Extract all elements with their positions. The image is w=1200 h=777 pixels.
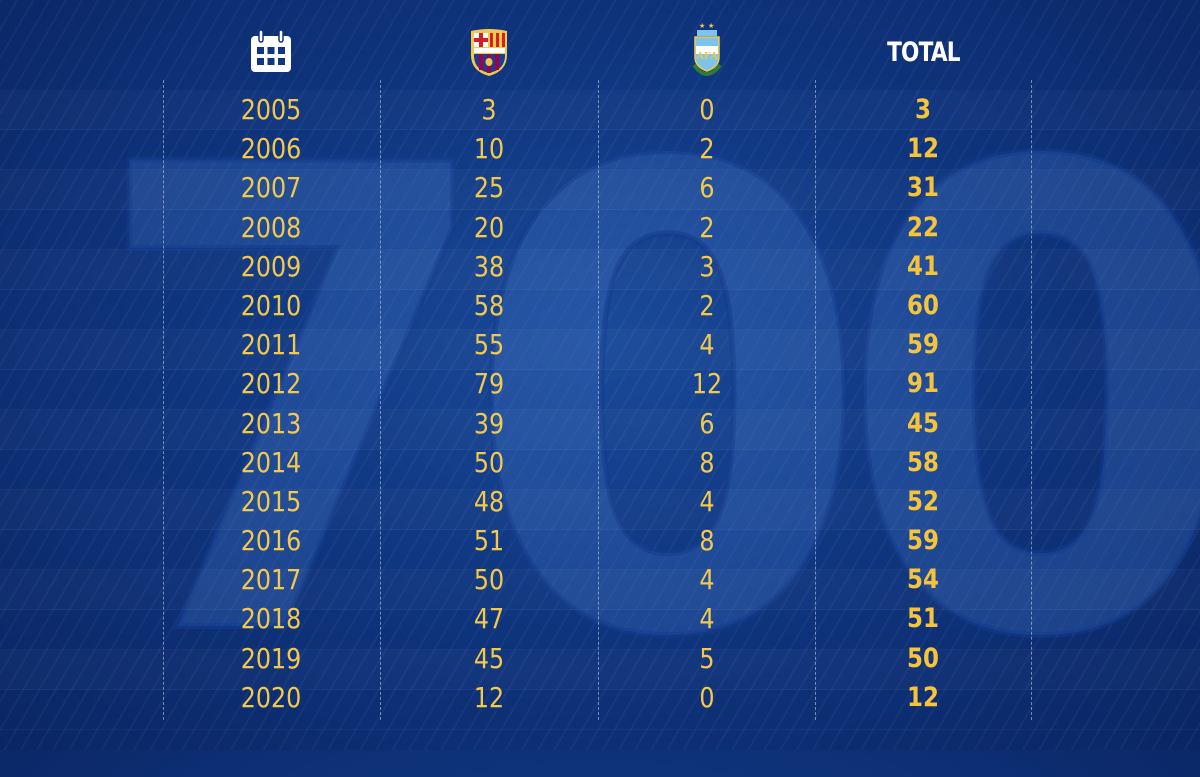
barca-goals-cell: 38 <box>473 249 505 283</box>
table-row: 2017 50 4 54 <box>0 560 1200 599</box>
column-divider <box>1031 80 1032 720</box>
total-goals-cell: 45 <box>907 407 939 439</box>
argentina-goals-cell: 5 <box>699 641 715 675</box>
total-goals-cell: 59 <box>907 329 939 361</box>
total-goals-cell: 31 <box>907 172 939 204</box>
total-goals-cell: 12 <box>907 681 939 713</box>
argentina-goals-cell: 0 <box>699 680 715 714</box>
argentina-goals-cell: 2 <box>699 132 715 166</box>
total-goals-cell: 58 <box>907 446 939 478</box>
barca-goals-cell: 25 <box>473 171 505 205</box>
table-header: ★ ★ AFA TOTAL <box>0 22 1200 82</box>
year-cell: 2011 <box>240 328 302 362</box>
year-cell: 2014 <box>240 445 302 479</box>
year-cell: 2010 <box>240 288 302 322</box>
year-cell: 2012 <box>240 367 302 401</box>
argentina-column-header: ★ ★ AFA <box>657 22 757 82</box>
argentina-goals-cell: 0 <box>699 93 715 126</box>
year-cell: 2015 <box>240 484 302 518</box>
column-divider <box>815 80 816 720</box>
barca-goals-cell: 39 <box>473 406 505 440</box>
table-row: 2016 51 8 59 <box>0 521 1200 560</box>
table-row: 2019 45 5 50 <box>0 639 1200 678</box>
barca-goals-cell: 79 <box>473 367 505 401</box>
year-cell: 2013 <box>240 406 302 440</box>
argentina-goals-cell: 3 <box>699 249 715 283</box>
barca-goals-cell: 10 <box>473 132 505 166</box>
total-goals-cell: 60 <box>907 289 939 321</box>
total-goals-cell: 22 <box>907 211 939 243</box>
table-row: 2015 48 4 52 <box>0 482 1200 521</box>
barca-goals-cell: 55 <box>473 328 505 362</box>
svg-text:★: ★ <box>708 22 714 30</box>
goals-table: 2005 3 0 3 2006 10 2 12 2007 25 6 31 2008 20 2 22 20… <box>0 90 1200 717</box>
argentina-goals-cell: 6 <box>699 406 715 440</box>
argentina-goals-cell: 8 <box>699 445 715 479</box>
year-cell: 2005 <box>240 93 302 126</box>
argentina-afa-crest-icon: ★ ★ AFA <box>692 22 722 76</box>
total-goals-cell: 41 <box>907 250 939 282</box>
total-goals-cell: 12 <box>907 133 939 165</box>
year-cell: 2008 <box>240 210 302 244</box>
barca-goals-cell: 47 <box>473 602 505 636</box>
table-row: 2020 12 0 12 <box>0 678 1200 717</box>
barca-goals-cell: 50 <box>473 445 505 479</box>
argentina-goals-cell: 8 <box>699 524 715 558</box>
year-cell: 2019 <box>240 641 302 675</box>
fc-barcelona-crest-icon <box>471 29 507 76</box>
table-row: 2007 25 6 31 <box>0 168 1200 207</box>
total-column-header: TOTAL <box>873 22 973 82</box>
year-cell: 2016 <box>240 524 302 558</box>
argentina-goals-cell: 6 <box>699 171 715 205</box>
year-cell: 2018 <box>240 602 302 636</box>
barca-goals-cell: 48 <box>473 484 505 518</box>
total-goals-cell: 91 <box>907 368 939 400</box>
column-divider <box>598 80 599 720</box>
year-cell: 2017 <box>240 563 302 597</box>
svg-text:AFA: AFA <box>696 50 718 62</box>
table-row: 2010 58 2 60 <box>0 286 1200 325</box>
table-row: 2005 3 0 3 <box>0 90 1200 129</box>
table-row: 2011 55 4 59 <box>0 325 1200 364</box>
argentina-goals-cell: 2 <box>699 288 715 322</box>
table-row: 2018 47 4 51 <box>0 599 1200 638</box>
total-goals-cell: 3 <box>915 94 931 125</box>
argentina-goals-cell: 2 <box>699 210 715 244</box>
calendar-icon <box>251 30 291 72</box>
table-row: 2013 39 6 45 <box>0 404 1200 443</box>
total-goals-cell: 54 <box>907 564 939 596</box>
barcelona-column-header <box>439 22 539 82</box>
argentina-goals-cell: 4 <box>699 563 715 597</box>
table-row: 2008 20 2 22 <box>0 208 1200 247</box>
barca-goals-cell: 58 <box>473 288 505 322</box>
total-goals-cell: 52 <box>907 485 939 517</box>
argentina-goals-cell: 4 <box>699 484 715 518</box>
year-cell: 2009 <box>240 249 302 283</box>
barca-goals-cell: 12 <box>473 680 505 714</box>
column-divider <box>380 80 381 720</box>
argentina-goals-cell: 12 <box>691 367 723 401</box>
total-label: TOTAL <box>886 36 960 68</box>
total-goals-cell: 51 <box>907 603 939 635</box>
year-cell: 2020 <box>240 680 302 714</box>
table-row: 2014 50 8 58 <box>0 443 1200 482</box>
argentina-goals-cell: 4 <box>699 328 715 362</box>
table-row: 2006 10 2 12 <box>0 129 1200 168</box>
total-goals-cell: 59 <box>907 525 939 557</box>
barca-goals-cell: 45 <box>473 641 505 675</box>
column-divider <box>163 80 164 720</box>
argentina-goals-cell: 4 <box>699 602 715 636</box>
year-cell: 2007 <box>240 171 302 205</box>
year-column-header <box>221 22 321 82</box>
year-cell: 2006 <box>240 132 302 166</box>
barca-goals-cell: 51 <box>473 524 505 558</box>
barca-goals-cell: 3 <box>481 93 497 126</box>
svg-text:★: ★ <box>699 22 705 30</box>
table-row: 2009 38 3 41 <box>0 247 1200 286</box>
table-row: 2012 79 12 91 <box>0 364 1200 403</box>
barca-goals-cell: 50 <box>473 563 505 597</box>
barca-goals-cell: 20 <box>473 210 505 244</box>
total-goals-cell: 50 <box>907 642 939 674</box>
